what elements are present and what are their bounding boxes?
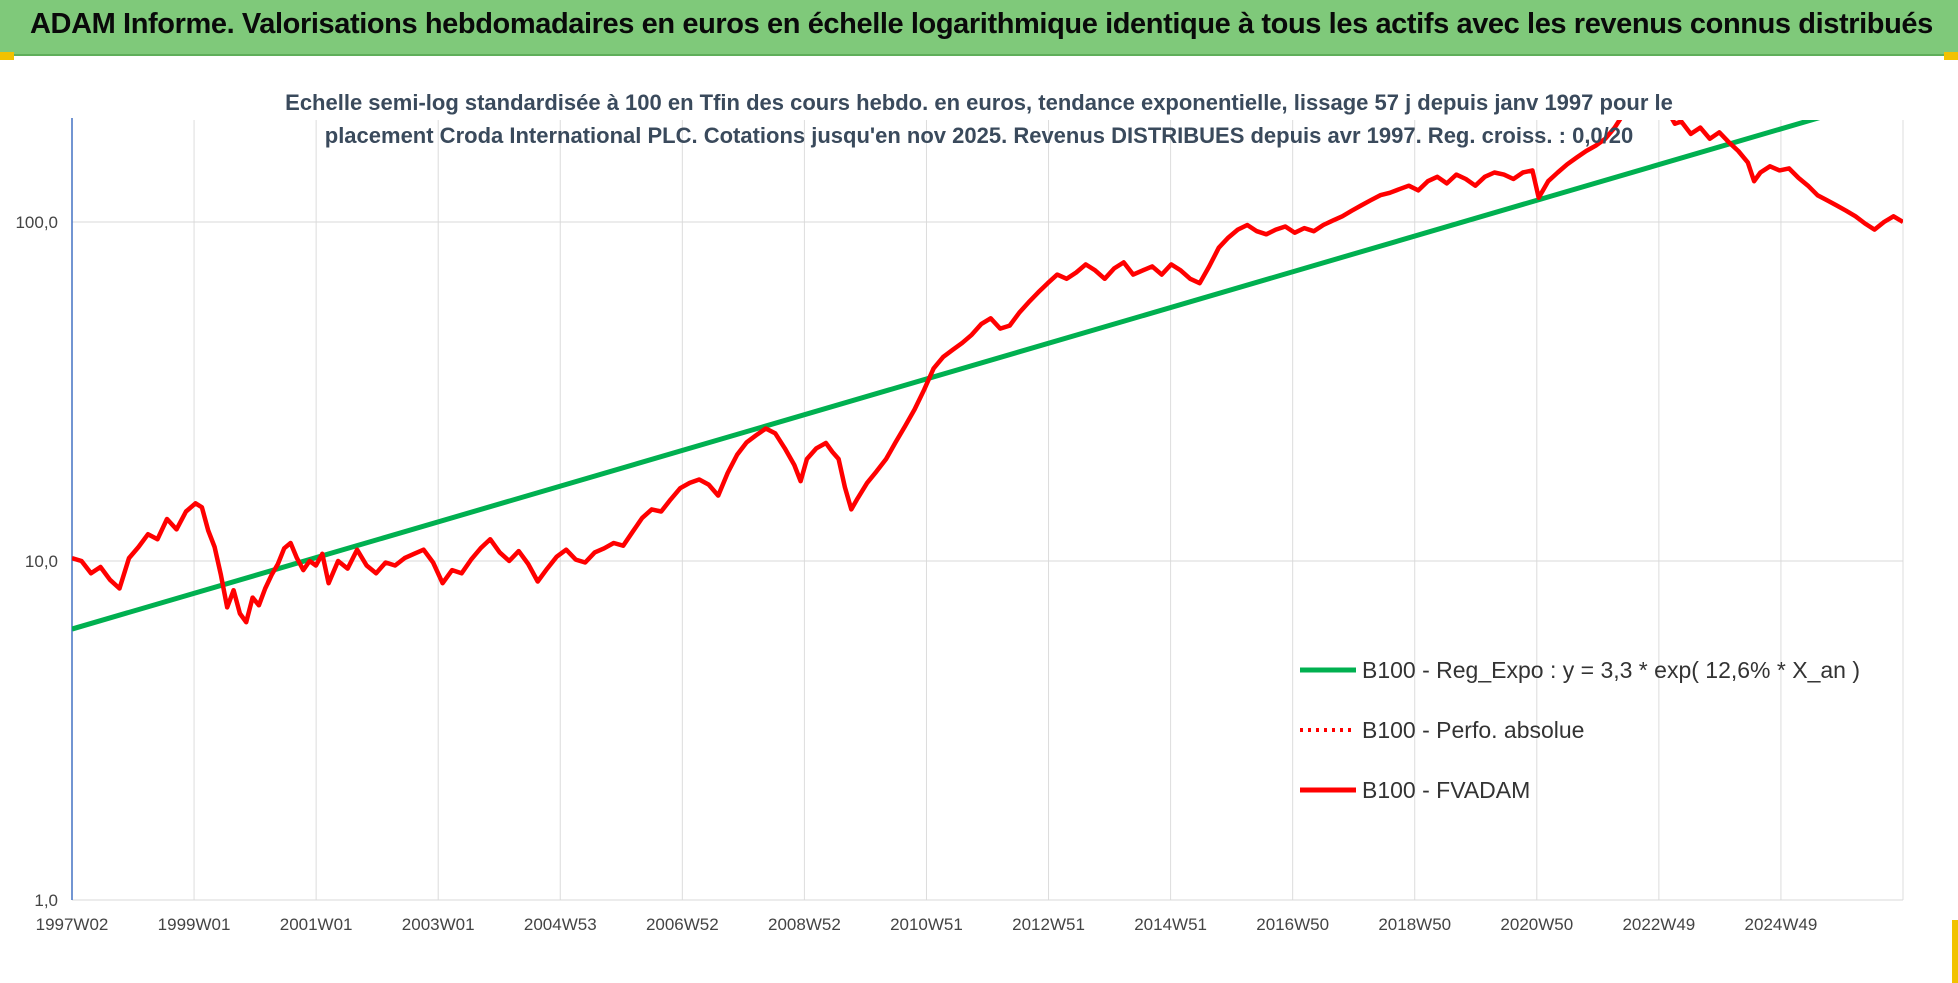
corner-marker-top-right xyxy=(1944,52,1958,60)
y-tick-label: 100,0 xyxy=(15,213,58,232)
chart-area: 1997W02 1999W01 2001W01 2003W01 2004W53 2006W… xyxy=(0,58,1958,983)
x-tick-label: 1999W01 xyxy=(158,915,231,934)
corner-marker-top-left xyxy=(0,52,14,60)
x-tick-label: 2020W50 xyxy=(1500,915,1573,934)
fvadam-line xyxy=(72,120,1903,625)
report-title: ADAM Informe. Valorisations hebdomadaire… xyxy=(30,8,1933,40)
x-tick-label: 2024W49 xyxy=(1745,915,1818,934)
x-tick-label: 2004W53 xyxy=(524,915,597,934)
corner-marker-bottom-right xyxy=(1952,920,1958,983)
x-tick-label: 2010W51 xyxy=(890,915,963,934)
x-tick-label: 2006W52 xyxy=(646,915,719,934)
x-tick-label: 2008W52 xyxy=(768,915,841,934)
legend-label: B100 - Reg_Expo : y = 3,3 * exp( 12,6% *… xyxy=(1362,657,1860,683)
x-tick-label: 2001W01 xyxy=(280,915,353,934)
legend-label: B100 - FVADAM xyxy=(1362,777,1530,803)
regression-line xyxy=(72,120,1821,632)
x-tick-label: 2022W49 xyxy=(1622,915,1695,934)
x-tick-label: 1997W02 xyxy=(36,915,109,934)
x-tick-label: 2014W51 xyxy=(1134,915,1207,934)
chart-subtitle-line: placement Croda International PLC. Cotat… xyxy=(325,123,1634,148)
y-tick-label: 10,0 xyxy=(25,552,58,571)
x-tick-label: 2012W51 xyxy=(1012,915,1085,934)
x-tick-label: 2016W50 xyxy=(1256,915,1329,934)
chart-svg: 1997W02 1999W01 2001W01 2003W01 2004W53 2006W… xyxy=(15,90,1904,934)
y-tick-label: 1,0 xyxy=(34,891,58,910)
x-tick-label: 2003W01 xyxy=(402,915,475,934)
chart-subtitle-line: Echelle semi-log standardisée à 100 en T… xyxy=(285,90,1673,115)
title-banner: ADAM Informe. Valorisations hebdomadaire… xyxy=(0,0,1958,56)
x-tick-label: 2018W50 xyxy=(1378,915,1451,934)
legend-label: B100 - Perfo. absolue xyxy=(1362,717,1584,743)
